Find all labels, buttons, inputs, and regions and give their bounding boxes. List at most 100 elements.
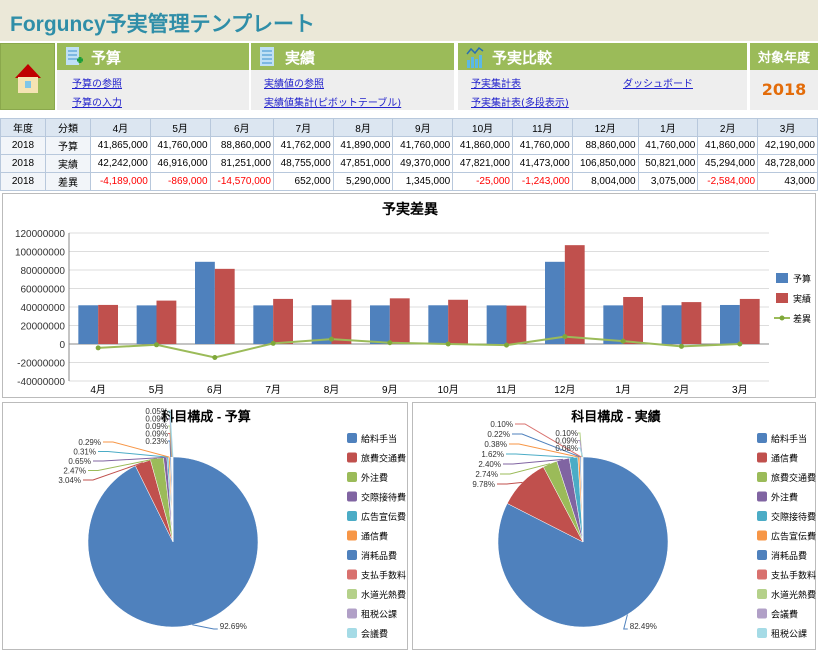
cell-value: -1,243,000: [512, 173, 572, 191]
x-tick-label: 3月: [732, 384, 748, 396]
legend-label: 租税公課: [361, 609, 397, 620]
leader-line: [192, 625, 217, 629]
legend-swatch: [757, 628, 767, 638]
y-tick-label: 120000000: [15, 229, 65, 240]
x-tick-label: 5月: [149, 384, 165, 396]
y-tick-label: -40000000: [17, 377, 65, 388]
bar-budget: [195, 262, 215, 344]
column-header: 10月: [453, 119, 513, 137]
y-tick-label: 40000000: [21, 303, 66, 314]
document-add-icon: [65, 46, 83, 68]
variance-point: [387, 340, 392, 345]
cell-value: -14,570,000: [210, 173, 273, 191]
bar-budget: [428, 305, 448, 344]
leader-line: [506, 454, 574, 458]
legend-label: 旅費交通費: [771, 472, 816, 483]
budget-view-link[interactable]: 予算の参照: [72, 75, 122, 90]
summary-multilevel-link[interactable]: 予実集計表(多段表示): [471, 94, 569, 109]
variance-point: [212, 355, 217, 360]
compare-section: 予実比較 予実集計表 予実集計表(多段表示) ダッシュボード: [458, 43, 747, 110]
slice-label: 0.29%: [78, 438, 101, 447]
cell-value: 106,850,000: [572, 155, 638, 173]
row-label: 差異: [46, 173, 91, 191]
chart-icon: [466, 46, 484, 68]
legend-swatch: [757, 453, 767, 463]
x-tick-label: 11月: [496, 384, 516, 396]
cell-value: 3,075,000: [638, 173, 698, 191]
row-label: 予算: [46, 137, 91, 155]
cell-value: 43,000: [758, 173, 818, 191]
app-title: Forguncy予実管理テンプレート: [0, 0, 818, 41]
legend-label: 旅費交通費: [361, 453, 406, 464]
cell-value: 41,760,000: [638, 137, 698, 155]
actual-pivot-link[interactable]: 実績値集計(ピボットテーブル): [264, 94, 401, 109]
legend-swatch: [347, 472, 357, 482]
column-header: 年度: [1, 119, 46, 137]
column-header: 分類: [46, 119, 91, 137]
legend-label: 広告宣伝費: [771, 531, 816, 542]
target-year-value[interactable]: 2018: [750, 80, 818, 99]
cell-value: 652,000: [273, 173, 333, 191]
row-label: 2018: [1, 155, 46, 173]
summary-link[interactable]: 予実集計表: [471, 75, 521, 90]
slice-label: 2.74%: [475, 470, 498, 479]
cell-value: 41,760,000: [393, 137, 453, 155]
variance-point: [504, 343, 509, 348]
home-button[interactable]: [0, 43, 55, 110]
bar-actual: [215, 269, 235, 344]
cell-value: 88,860,000: [572, 137, 638, 155]
y-tick-label: 80000000: [21, 266, 66, 277]
cell-value: -4,189,000: [91, 173, 151, 191]
column-header: 11月: [512, 119, 572, 137]
legend-label: 交際接待費: [361, 492, 406, 503]
cell-value: 50,821,000: [638, 155, 698, 173]
legend-swatch: [347, 511, 357, 521]
cell-value: 5,290,000: [333, 173, 393, 191]
leader-line: [497, 482, 522, 484]
y-tick-label: 0: [59, 340, 65, 351]
chart-title: 科目構成 - 実績: [571, 409, 661, 424]
legend-label: 会議費: [771, 609, 798, 620]
column-header: 9月: [393, 119, 453, 137]
legend-swatch: [347, 570, 357, 580]
bar-actual: [565, 245, 585, 344]
legend-swatch: [347, 589, 357, 599]
y-tick-label: 60000000: [21, 285, 66, 296]
chart-title: 科目構成 - 予算: [161, 409, 251, 424]
budget-input-link[interactable]: 予算の入力: [72, 94, 122, 109]
bar-actual: [273, 299, 293, 344]
dashboard-link[interactable]: ダッシュボード: [623, 75, 693, 90]
legend-label: 差異: [793, 313, 811, 324]
compare-title: 予実比較: [492, 49, 552, 67]
bar-actual: [98, 305, 118, 344]
chart-title: 予実差異: [382, 201, 438, 217]
bar-actual: [390, 298, 410, 344]
bar-actual: [448, 300, 468, 344]
legend-swatch: [347, 609, 357, 619]
cell-value: 42,242,000: [91, 155, 151, 173]
column-header: 1月: [638, 119, 698, 137]
target-year-label: 対象年度: [750, 43, 818, 70]
bar-actual: [740, 299, 760, 344]
bar-budget: [312, 305, 332, 344]
y-tick-label: 100000000: [15, 248, 65, 259]
legend-label: 消耗品費: [771, 550, 807, 561]
cell-value: -869,000: [150, 173, 210, 191]
legend-label: 給料手当: [771, 433, 807, 444]
legend-label: 給料手当: [361, 433, 397, 444]
x-tick-label: 12月: [554, 384, 575, 396]
variance-chart: 予実差異 120000000 100000000 80000000 60000000 40…: [2, 193, 816, 398]
legend-label: 租税公課: [771, 628, 807, 639]
actual-view-link[interactable]: 実績値の参照: [264, 75, 324, 90]
legend-label: 通信費: [361, 531, 388, 542]
slice-label: 92.69%: [220, 622, 247, 631]
legend-swatch: [757, 492, 767, 502]
row-label: 2018: [1, 137, 46, 155]
cell-value: 81,251,000: [210, 155, 273, 173]
legend-swatch: [757, 531, 767, 541]
slice-label: 1.62%: [481, 450, 504, 459]
legend-swatch: [776, 273, 788, 283]
